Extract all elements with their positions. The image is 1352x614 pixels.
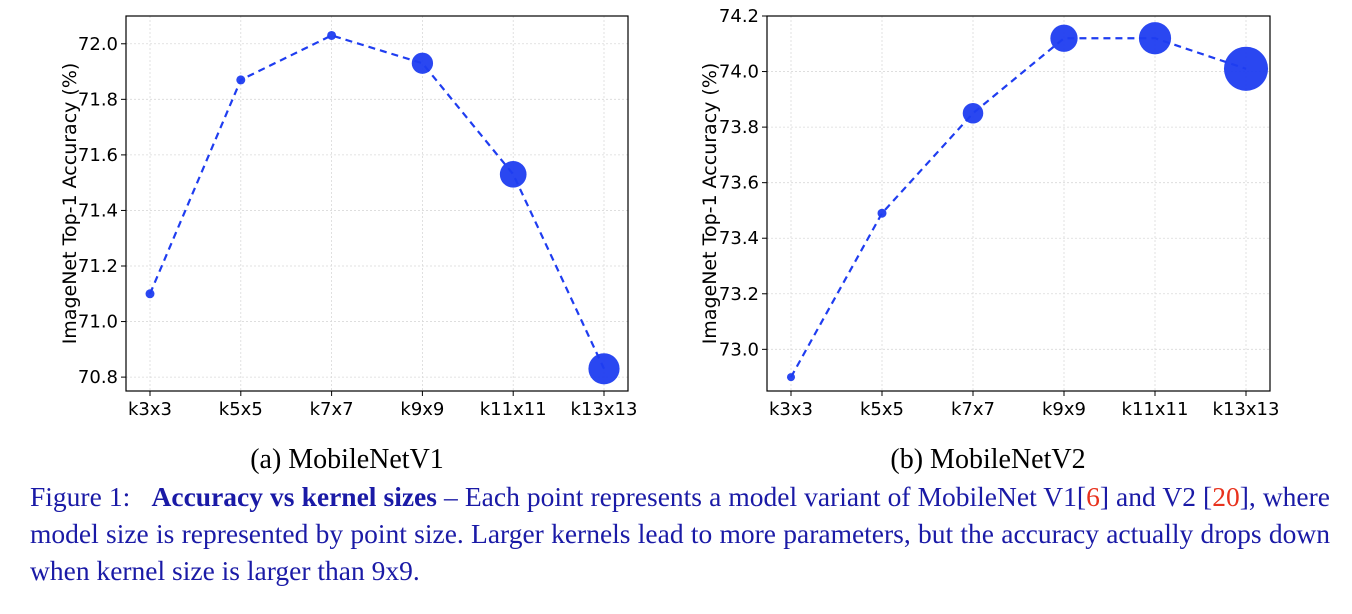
- y-tick-label: 71.6: [78, 145, 118, 166]
- y-tick-label: 70.8: [78, 367, 118, 388]
- figure-canvas: 70.8 71.0 71.2 71.4 71.6 71.8 72.0 k3x3 k5x5 k7x7…: [59, 6, 1279, 475]
- y-axis-label: ImageNet Top-1 Accuracy (%): [59, 63, 81, 345]
- caption-ref-20[interactable]: 20: [1212, 481, 1240, 512]
- x-tick-label: k11x11: [1122, 399, 1189, 420]
- y-tick-label: 73.6: [719, 173, 759, 194]
- y-tick-label: 74.0: [719, 62, 759, 83]
- x-tick-label: k3x3: [128, 399, 172, 420]
- caption-title: Accuracy vs kernel sizes: [151, 481, 437, 512]
- data-point: [588, 353, 620, 385]
- y-tick-label: 71.0: [78, 312, 118, 333]
- caption-text-3: ], where model size is represented by po…: [30, 481, 1330, 586]
- y-tick-label: 71.4: [78, 200, 118, 221]
- x-tick-label: k7x7: [951, 399, 995, 420]
- x-tick-label: k13x13: [571, 399, 638, 420]
- series-line: [148, 34, 605, 370]
- y-tick-label: 73.2: [719, 284, 759, 305]
- y-tick-label: 73.4: [719, 228, 759, 249]
- x-tick-label: k5x5: [219, 399, 263, 420]
- series-line: [790, 37, 1247, 378]
- figure-caption: Figure 1: Accuracy vs kernel sizes – Eac…: [30, 478, 1330, 589]
- caption-prefix: Figure 1:: [30, 481, 131, 512]
- panel-a-chart: 70.8 71.0 71.2 71.4 71.6 71.8 72.0 k3x3 k5x5 k7x7…: [59, 15, 638, 475]
- data-point: [962, 102, 984, 124]
- data-point: [877, 208, 887, 218]
- x-tick-label: k3x3: [769, 399, 813, 420]
- data-point: [411, 52, 434, 74]
- data-point: [499, 160, 527, 188]
- data-point: [327, 30, 337, 40]
- x-tick-label: k9x9: [1042, 399, 1086, 420]
- y-tick-label: 72.0: [78, 34, 118, 55]
- data-point: [145, 289, 155, 299]
- data-point: [1223, 46, 1269, 91]
- plot-frame: [125, 15, 629, 392]
- y-tick-label: 71.2: [78, 256, 118, 277]
- x-tick-label: k5x5: [860, 399, 904, 420]
- y-tick-label: 71.8: [78, 89, 118, 110]
- data-point: [236, 75, 246, 85]
- data-point: [786, 373, 796, 382]
- panel-subtitle: (b) MobileNetV2: [890, 444, 1085, 475]
- y-tick-label: 73.8: [719, 117, 759, 138]
- caption-text-1: – Each point represents a model variant …: [436, 481, 1087, 512]
- x-tick-label: k9x9: [400, 399, 444, 420]
- y-axis-label: ImageNet Top-1 Accuracy (%): [699, 63, 721, 345]
- y-tick-label: 74.2: [719, 6, 759, 27]
- x-tick-label: k11x11: [480, 399, 547, 420]
- panel-subtitle: (a) MobileNetV1: [250, 444, 444, 475]
- x-tick-label: k13x13: [1213, 399, 1280, 420]
- x-tick-label: k7x7: [310, 399, 354, 420]
- panel-b-chart: 73.0 73.2 73.4 73.6 73.8 74.0 74.2 k3x3 k5x5 k7x7…: [699, 6, 1279, 475]
- y-tick-label: 73.0: [719, 339, 759, 360]
- caption-ref-6[interactable]: 6: [1086, 481, 1100, 512]
- caption-text-2: ] and V2 [: [1099, 481, 1213, 512]
- data-point: [1138, 22, 1172, 55]
- plot-frame: [766, 15, 1271, 392]
- data-point: [1050, 24, 1078, 52]
